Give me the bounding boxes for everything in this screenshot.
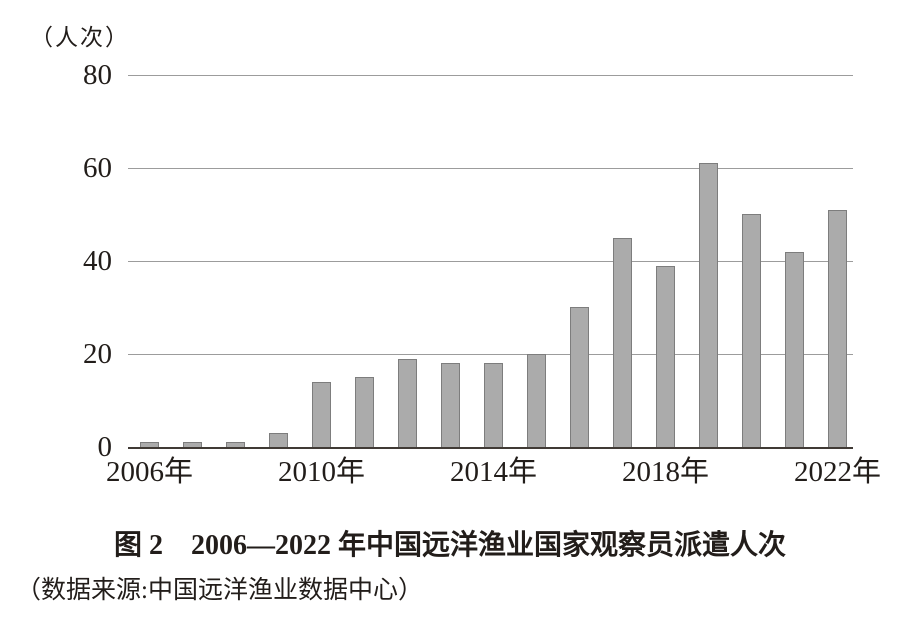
y-axis-unit-label: （人次） [30,25,130,50]
bar-2012 [398,359,417,447]
bar-2014 [484,363,503,447]
bar-2022 [828,210,847,447]
y-tick-label-0: 0 [97,431,113,463]
bar-2010 [312,382,331,447]
bar-2018 [656,266,675,447]
x-tick-label-2018年: 2018年 [621,456,709,488]
bar-2009 [269,433,288,447]
y-tick-label-80: 80 [83,59,112,91]
gridline-80 [128,74,853,76]
gridline-40 [128,260,853,262]
gridline-60 [128,167,853,169]
bar-2007 [183,442,202,447]
y-tick-label-60: 60 [83,152,112,184]
y-tick-label-20: 20 [83,338,112,370]
x-tick-label-2010年: 2010年 [277,456,365,488]
bar-2016 [570,307,589,447]
figure-caption: 图 2 2006—2022 年中国远洋渔业国家观察员派遣人次 [113,530,786,561]
plot-area [128,74,853,449]
bar-2017 [613,238,632,447]
bar-2006 [140,442,159,447]
x-tick-label-2014年: 2014年 [449,456,537,488]
gridline-20 [128,353,853,355]
data-source-note: （数据来源:中国远洋渔业数据中心） [16,577,423,604]
bar-2015 [527,354,546,447]
bar-2020 [742,214,761,447]
bar-2008 [226,442,245,447]
y-tick-label-40: 40 [83,245,112,277]
bar-2021 [785,252,804,447]
x-tick-label-2006年: 2006年 [105,456,193,488]
bar-2013 [441,363,460,447]
x-tick-label-2022年: 2022年 [793,456,881,488]
bar-2019 [699,163,718,447]
bar-2011 [355,377,374,447]
y-axis: 0 20 40 60 80 [0,59,112,463]
x-axis: 2006年 2010年 2014年 2018年 2022年 [106,454,881,494]
